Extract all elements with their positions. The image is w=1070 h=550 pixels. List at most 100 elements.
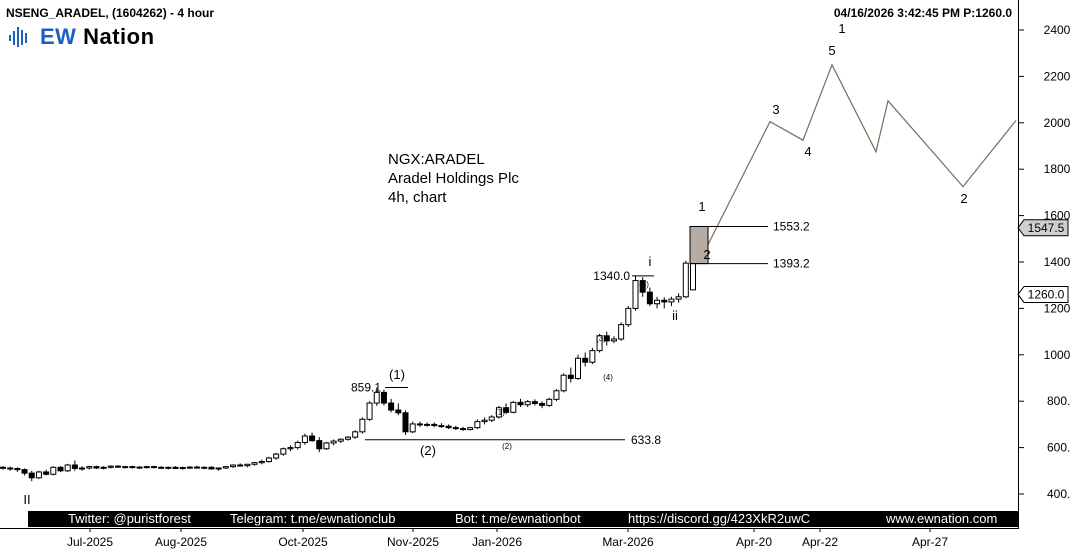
candle-up (546, 398, 553, 406)
candle-up (35, 471, 42, 479)
wave-label: 5 (828, 43, 835, 58)
candle-down (150, 466, 157, 469)
candle-down (388, 402, 395, 411)
candle-down (438, 425, 445, 428)
candle-up (265, 457, 272, 463)
candle-down (237, 464, 244, 467)
level-label-859: 859.1 (351, 380, 381, 394)
candle-down (158, 466, 165, 469)
wave-label: (1) (389, 367, 405, 382)
candle-up (143, 466, 150, 469)
candle-down (416, 423, 423, 426)
candle-up (323, 442, 330, 450)
footer-bot[interactable]: Bot: t.me/ewnationbot (455, 511, 581, 526)
symbol-info: NGX:ARADEL Aradel Holdings Plc 4h, chart (388, 150, 519, 207)
candle-up (330, 440, 337, 444)
candle-down (93, 466, 100, 469)
candle-down (460, 428, 466, 431)
candle-up (122, 466, 129, 469)
candle-up (596, 335, 603, 352)
candle-down (503, 407, 510, 413)
candle-down (639, 280, 646, 293)
candle-up (366, 402, 373, 420)
company-name: Aradel Holdings Plc (388, 170, 519, 187)
x-tick-label: Jul-2025 (67, 535, 113, 549)
wave-label: (1) (495, 408, 505, 417)
candle-up (50, 466, 57, 475)
logo-bars-icon (9, 27, 27, 47)
candle-up (273, 453, 280, 459)
candle-up (222, 466, 229, 469)
x-tick-label: Apr-22 (802, 535, 838, 549)
wave-label: (5) (639, 280, 649, 289)
candle-down (445, 425, 452, 429)
candle-up (495, 407, 502, 418)
chart-interval: 4h, chart (388, 189, 447, 206)
candle-up (474, 421, 481, 429)
candle-up (201, 466, 208, 469)
wave-label: (2) (502, 442, 512, 451)
candle-down (402, 412, 409, 433)
wave-label: 1 (838, 21, 845, 36)
candle-up (575, 357, 581, 379)
candle-down (7, 467, 14, 470)
candle-up (136, 466, 143, 469)
footer-twitter[interactable]: Twitter: @puristforest (68, 511, 192, 526)
level-label-1553: 1553.2 (773, 219, 810, 233)
wave-label: II (23, 492, 30, 507)
candle-down (517, 401, 524, 406)
candle-down (129, 466, 136, 469)
timestamp-price: 04/16/2026 3:42:45 PM P:1260.0 (833, 6, 1012, 20)
candle-up (373, 391, 380, 404)
candle-up (553, 390, 560, 400)
x-tick-label: Nov-2025 (387, 535, 439, 549)
candle-up (186, 466, 193, 469)
candle-up (337, 438, 344, 442)
candle-down (43, 471, 50, 475)
y-tick-label: 800.0 (1047, 394, 1070, 408)
candle-up (230, 464, 236, 468)
candle-down (208, 466, 215, 470)
candle-down (646, 291, 653, 305)
candle-up (560, 374, 567, 392)
candle-up (409, 423, 416, 433)
candle-up (510, 401, 517, 413)
logo-nation: Nation (76, 24, 155, 49)
candle-up (632, 280, 639, 309)
y-tick-label: 2400.0 (1044, 23, 1070, 37)
wave-label: 4 (804, 144, 811, 159)
y-tick-label: 2000.0 (1044, 116, 1070, 130)
candle-down (582, 357, 589, 363)
footer-discord[interactable]: https://discord.gg/423XkR2uwC (628, 511, 811, 526)
candle-up (79, 467, 86, 470)
candle-up (359, 418, 366, 433)
candle-down (395, 409, 402, 414)
wave-label: 3 (772, 102, 779, 117)
time-axis-border (0, 528, 1019, 529)
candle-down (0, 466, 6, 469)
price-badge: 1260.0 (1017, 285, 1069, 303)
candle-down (380, 391, 387, 404)
y-tick-label: 1600.0 (1044, 209, 1070, 223)
x-tick-label: Oct-2025 (278, 535, 328, 549)
candle-up (258, 461, 265, 464)
candle-up (668, 298, 675, 303)
y-tick-label: 400.0 (1047, 487, 1070, 501)
wave-label: (2) (420, 443, 436, 458)
level-label-1340: 1340.0 (593, 269, 630, 283)
candle-up (625, 307, 632, 326)
candle-up (301, 435, 308, 443)
x-tick-label: Apr-20 (736, 535, 772, 549)
candle-down (539, 403, 546, 406)
candle-up (107, 465, 114, 468)
wave-label: (3) (596, 334, 606, 343)
footer-website[interactable]: www.ewnation.com (886, 511, 998, 526)
candle-up (287, 447, 294, 450)
footer-telegram[interactable]: Telegram: t.me/ewnationclub (230, 511, 396, 526)
candle-down (21, 469, 28, 474)
y-tick-label: 2200.0 (1044, 69, 1070, 83)
candle-down (57, 466, 64, 472)
candle-up (86, 466, 93, 469)
candle-down (309, 435, 316, 442)
